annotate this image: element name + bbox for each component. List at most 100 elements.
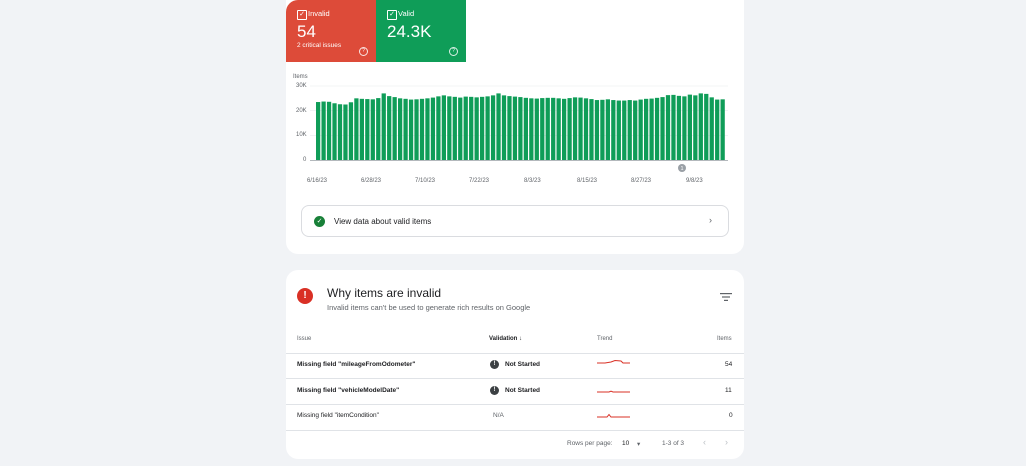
chart-bar[interactable]	[578, 97, 583, 160]
chart-bar[interactable]	[354, 98, 359, 160]
chart-bar[interactable]	[671, 94, 676, 160]
items-bar-chart: 1	[310, 85, 728, 172]
chart-bar[interactable]	[720, 99, 725, 160]
chart-bar[interactable]	[447, 96, 452, 160]
chart-bar[interactable]	[654, 97, 660, 160]
chart-bar[interactable]	[693, 95, 698, 160]
chart-bar[interactable]	[419, 98, 425, 160]
checkbox-icon[interactable]: ✓	[387, 10, 397, 20]
chart-bar[interactable]	[676, 95, 682, 160]
chart-bar[interactable]	[501, 95, 507, 160]
chart-bar[interactable]	[704, 93, 709, 160]
chart-bar[interactable]	[474, 97, 479, 160]
chart-bar[interactable]	[551, 97, 556, 160]
chart-bar[interactable]	[332, 103, 337, 160]
chart-bar[interactable]	[392, 97, 397, 160]
chart-bar[interactable]	[387, 96, 392, 160]
chart-bar[interactable]	[376, 98, 381, 160]
chart-bar[interactable]	[326, 101, 332, 160]
chart-bar[interactable]	[534, 98, 539, 160]
chart-bar[interactable]	[627, 100, 632, 160]
view-valid-items-link[interactable]: ✓ View data about valid items ›	[301, 205, 729, 237]
chart-bar[interactable]	[605, 99, 610, 160]
chart-bar[interactable]	[381, 93, 386, 160]
chart-bar[interactable]	[365, 99, 370, 160]
chart-bar[interactable]	[616, 100, 621, 160]
filter-icon[interactable]	[720, 292, 732, 302]
chart-bar[interactable]	[649, 98, 654, 160]
arrow-down-icon[interactable]: ↓	[519, 336, 522, 342]
validation-status: N/A	[493, 412, 504, 419]
chart-bar[interactable]	[665, 95, 671, 160]
chart-bar[interactable]	[512, 96, 518, 160]
y-axis-title: Items	[293, 74, 308, 80]
chart-bar[interactable]	[600, 99, 605, 160]
chart-bar[interactable]	[529, 98, 534, 160]
column-header-issue[interactable]: Issue	[297, 336, 312, 342]
chart-bar[interactable]	[589, 99, 594, 160]
chart-bar[interactable]	[507, 96, 512, 160]
chart-bar[interactable]	[638, 99, 643, 160]
annotation-marker[interactable]	[678, 164, 686, 172]
help-icon[interactable]: ?	[449, 47, 458, 56]
chart-bar[interactable]	[567, 98, 572, 160]
rows-per-page-label: Rows per page:	[567, 440, 613, 447]
valid-count: 24.3K	[387, 22, 432, 41]
chart-bar[interactable]	[660, 97, 665, 160]
divider	[286, 430, 744, 431]
chart-bar[interactable]	[398, 98, 403, 160]
invalid-tile[interactable]: ✓ Invalid 54 2 critical issues ?	[286, 0, 376, 62]
dropdown-arrow-icon[interactable]: ▾	[637, 441, 641, 448]
chart-bar[interactable]	[611, 100, 616, 160]
chart-bar[interactable]	[556, 98, 561, 160]
chart-bar[interactable]	[496, 93, 501, 160]
chart-bar[interactable]	[490, 95, 496, 160]
help-icon[interactable]: ?	[359, 47, 368, 56]
column-header-trend[interactable]: Trend	[597, 336, 613, 342]
chart-bar[interactable]	[458, 97, 463, 160]
chart-bar[interactable]	[594, 100, 600, 160]
chart-bar[interactable]	[633, 100, 638, 160]
chart-bar[interactable]	[480, 96, 485, 160]
rows-per-page-select[interactable]: 10	[622, 440, 630, 447]
chart-bar[interactable]	[316, 102, 321, 160]
chart-bar[interactable]	[583, 98, 589, 160]
chart-bar[interactable]	[709, 97, 714, 160]
chart-bar[interactable]	[436, 96, 441, 160]
chart-bar[interactable]	[337, 104, 343, 160]
valid-tile[interactable]: ✓ Valid 24.3K ?	[376, 0, 466, 62]
chart-bar[interactable]	[403, 98, 408, 160]
chart-bar[interactable]	[408, 99, 414, 160]
chart-bar[interactable]	[430, 97, 436, 160]
chart-bar[interactable]	[348, 102, 354, 160]
chart-bar[interactable]	[562, 98, 567, 160]
chart-bar[interactable]	[715, 99, 720, 160]
chart-bar[interactable]	[463, 96, 468, 160]
chart-bar[interactable]	[698, 93, 703, 160]
chart-bar[interactable]	[441, 95, 446, 160]
chart-bar[interactable]	[540, 98, 545, 160]
chart-bar[interactable]	[414, 99, 419, 160]
chevron-right-icon[interactable]: ›	[725, 437, 728, 447]
chart-bar[interactable]	[523, 97, 528, 160]
chart-bar[interactable]	[452, 96, 457, 160]
chevron-left-icon[interactable]: ‹	[703, 437, 706, 447]
chart-bar[interactable]	[572, 97, 578, 160]
column-header-items[interactable]: Items	[717, 336, 732, 342]
chart-bar[interactable]	[321, 101, 326, 160]
chart-bar[interactable]	[545, 97, 550, 160]
chart-bar[interactable]	[370, 99, 375, 160]
chart-bar[interactable]	[425, 98, 430, 160]
chart-bar[interactable]	[359, 98, 364, 160]
section-title: Why items are invalid	[327, 286, 442, 300]
column-header-validation[interactable]: Validation	[489, 336, 518, 342]
chart-bar[interactable]	[485, 96, 490, 160]
checkbox-icon[interactable]: ✓	[297, 10, 307, 20]
chart-bar[interactable]	[469, 96, 474, 160]
chart-bar[interactable]	[644, 98, 649, 160]
chart-bar[interactable]	[343, 104, 348, 161]
chart-bar[interactable]	[687, 94, 692, 160]
chart-bar[interactable]	[622, 100, 627, 160]
chart-bar[interactable]	[518, 97, 523, 160]
chart-bar[interactable]	[682, 96, 687, 160]
